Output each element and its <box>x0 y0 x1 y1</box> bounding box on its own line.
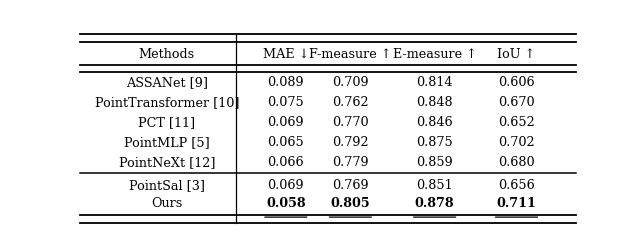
Text: 0.792: 0.792 <box>332 136 369 149</box>
Text: Methods: Methods <box>139 48 195 60</box>
Text: PCT [11]: PCT [11] <box>138 116 195 129</box>
Text: 0.680: 0.680 <box>498 156 535 169</box>
Text: F-measure ↑: F-measure ↑ <box>309 48 392 60</box>
Text: Ours: Ours <box>151 197 182 210</box>
Text: 0.770: 0.770 <box>332 116 369 129</box>
Text: PointTransformer [10]: PointTransformer [10] <box>95 96 239 109</box>
Text: 0.878: 0.878 <box>415 197 454 210</box>
Text: 0.670: 0.670 <box>498 96 535 109</box>
Text: 0.058: 0.058 <box>266 197 306 210</box>
Text: 0.075: 0.075 <box>268 96 304 109</box>
Text: 0.875: 0.875 <box>416 136 453 149</box>
Text: 0.846: 0.846 <box>417 116 453 129</box>
Text: 0.065: 0.065 <box>268 136 304 149</box>
Text: E-measure ↑: E-measure ↑ <box>393 48 477 60</box>
Text: 0.069: 0.069 <box>268 180 304 192</box>
Text: 0.805: 0.805 <box>330 197 370 210</box>
Text: 0.069: 0.069 <box>268 116 304 129</box>
Text: 0.606: 0.606 <box>498 76 535 89</box>
Text: 0.652: 0.652 <box>498 116 535 129</box>
Text: 0.709: 0.709 <box>332 76 369 89</box>
Text: 0.848: 0.848 <box>417 96 453 109</box>
Text: MAE ↓: MAE ↓ <box>262 48 309 60</box>
Text: PointMLP [5]: PointMLP [5] <box>124 136 210 149</box>
Text: 0.066: 0.066 <box>268 156 304 169</box>
Text: 0.779: 0.779 <box>332 156 369 169</box>
Text: PointSal [3]: PointSal [3] <box>129 180 205 192</box>
Text: 0.859: 0.859 <box>416 156 453 169</box>
Text: IoU ↑: IoU ↑ <box>497 48 536 60</box>
Text: 0.851: 0.851 <box>417 180 453 192</box>
Text: 0.656: 0.656 <box>498 180 535 192</box>
Text: 0.711: 0.711 <box>497 197 536 210</box>
Text: 0.769: 0.769 <box>332 180 369 192</box>
Text: 0.089: 0.089 <box>268 76 304 89</box>
Text: 0.814: 0.814 <box>417 76 453 89</box>
Text: 0.762: 0.762 <box>332 96 369 109</box>
Text: PointNeXt [12]: PointNeXt [12] <box>118 156 215 169</box>
Text: ASSANet [9]: ASSANet [9] <box>126 76 208 89</box>
Text: 0.702: 0.702 <box>498 136 535 149</box>
